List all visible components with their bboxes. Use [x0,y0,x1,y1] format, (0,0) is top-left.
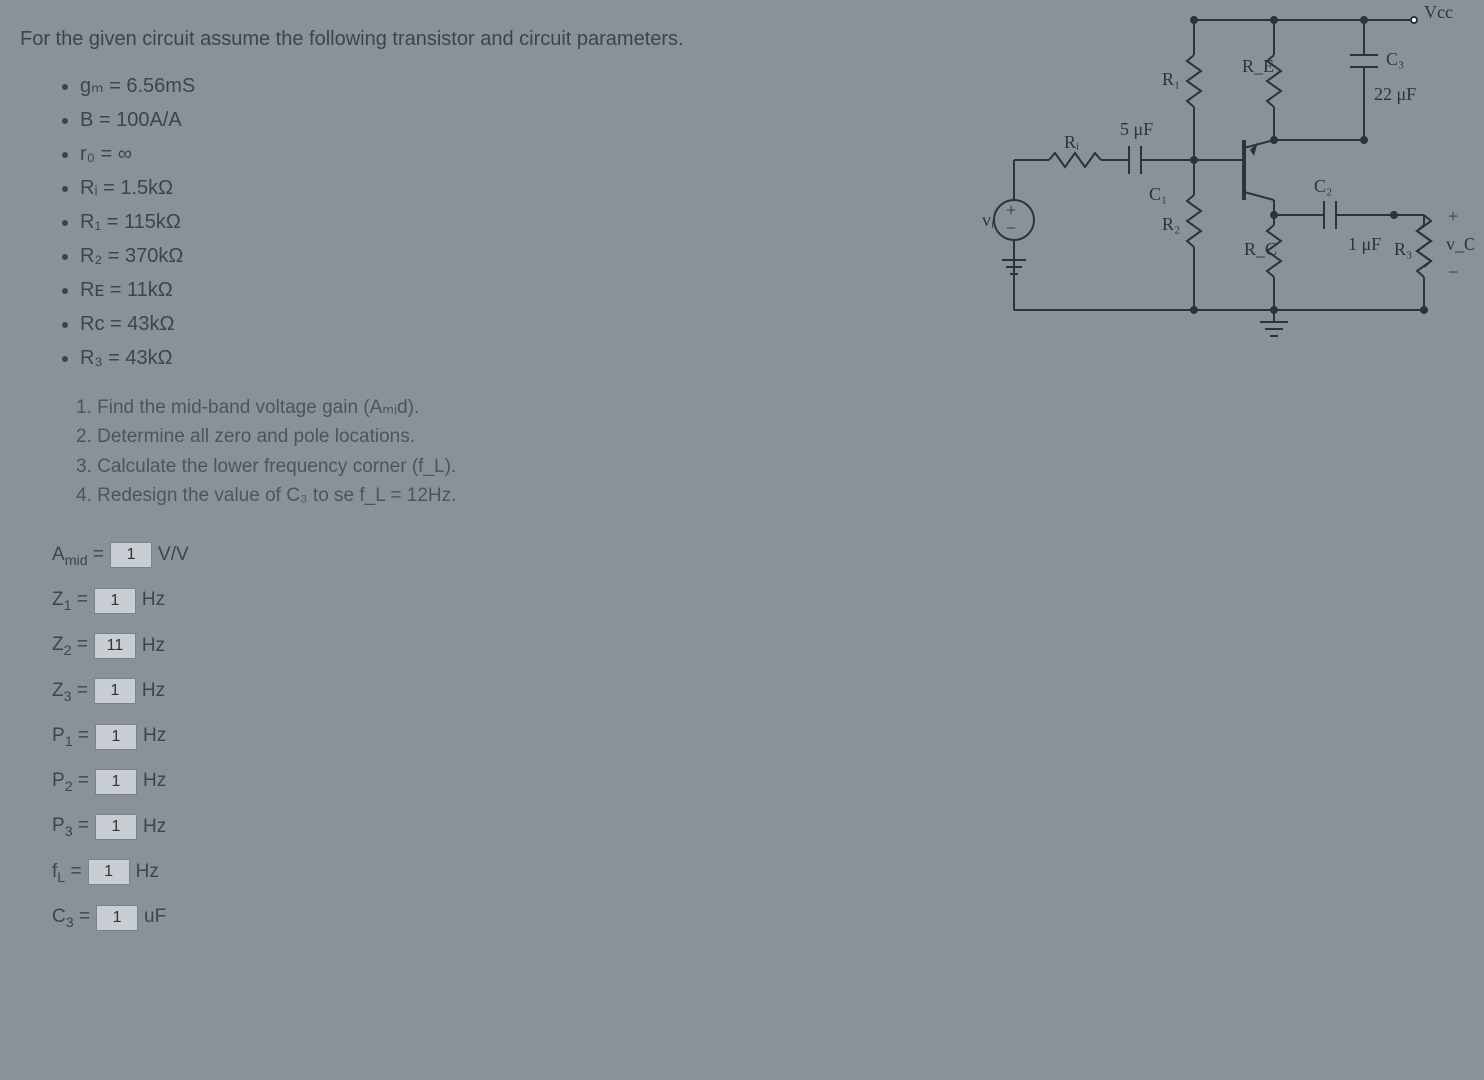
task-item: 2. Determine all zero and pole locations… [76,422,1464,451]
task-list: 1. Find the mid-band voltage gain (Aₘᵢd)… [76,393,1464,511]
answer-row-c3: C3 = uF [52,895,1464,940]
amid-input[interactable] [110,542,152,568]
answer-unit: Hz [143,759,166,804]
svg-text:R_C: R_C [1244,239,1277,259]
svg-text:R₂: R₂ [1162,214,1180,234]
answer-unit: Hz [136,850,159,895]
answer-unit: V/V [158,533,189,578]
answer-row-z2: Z2 = Hz [52,623,1464,668]
answer-label: P1 = [52,714,89,759]
svg-text:+: + [1006,200,1016,220]
answer-label: Z1 = [52,578,88,623]
z3-input[interactable] [94,678,136,704]
svg-text:R₃: R₃ [1394,239,1412,259]
answer-row-p3: P3 = Hz [52,804,1464,849]
answer-unit: Hz [142,669,165,714]
svg-text:Vcc: Vcc [1424,2,1453,22]
answer-label: C3 = [52,895,90,940]
z1-input[interactable] [94,588,136,614]
answer-label: P2 = [52,759,89,804]
answer-row-z3: Z3 = Hz [52,669,1464,714]
answer-unit: Hz [142,578,165,623]
svg-text:+: + [1448,206,1458,226]
c3-input[interactable] [96,905,138,931]
svg-text:22 μF: 22 μF [1374,84,1416,104]
svg-text:5 μF: 5 μF [1120,119,1153,139]
svg-text:C₁: C₁ [1149,184,1167,204]
problem-intro: For the given circuit assume the followi… [20,28,920,51]
svg-text:v_O: v_O [1446,234,1474,254]
p2-input[interactable] [95,769,137,795]
fl-input[interactable] [88,859,130,885]
answer-label: Z2 = [52,623,88,668]
answer-unit: Hz [143,714,166,759]
answer-row-p1: P1 = Hz [52,714,1464,759]
answer-row-z1: Z1 = Hz [52,578,1464,623]
answer-label: fL = [52,850,82,895]
answer-row-p2: P2 = Hz [52,759,1464,804]
z2-input[interactable] [94,633,136,659]
answer-label: Z3 = [52,669,88,714]
svg-text:C₃: C₃ [1386,49,1404,69]
svg-text:−: − [1006,218,1016,238]
answer-block: Amid = V/V Z1 = Hz Z2 = Hz Z3 = Hz P1 = … [52,533,1464,941]
svg-text:R_E: R_E [1242,56,1274,76]
p1-input[interactable] [95,724,137,750]
task-item: 4. Redesign the value of C₃ to se f_L = … [76,481,1464,510]
answer-label: P3 = [52,804,89,849]
answer-row-fl: fL = Hz [52,850,1464,895]
task-item: 1. Find the mid-band voltage gain (Aₘᵢd)… [76,393,1464,422]
answer-unit: Hz [143,805,166,850]
svg-text:C₂: C₂ [1314,176,1332,196]
p3-input[interactable] [95,814,137,840]
answer-unit: Hz [142,624,165,669]
svg-text:−: − [1448,262,1458,282]
answer-row-amid: Amid = V/V [52,533,1464,578]
circuit-diagram: Vcc R₁ R_E C₃ 22 μF [954,0,1474,360]
answer-label: Amid = [52,533,104,578]
svg-text:1 μF: 1 μF [1348,234,1381,254]
answer-unit: uF [144,895,166,940]
svg-text:Rᵢ: Rᵢ [1064,132,1079,152]
svg-text:vᵢ: vᵢ [982,210,994,230]
task-item: 3. Calculate the lower frequency corner … [76,452,1464,481]
svg-text:R₁: R₁ [1162,69,1180,89]
